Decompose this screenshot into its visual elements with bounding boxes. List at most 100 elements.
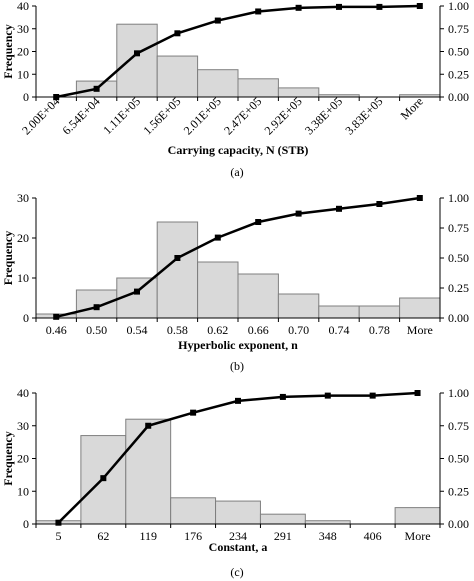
panel-a-cumulative-point xyxy=(416,3,423,9)
panel-c-x-tick-label: 348 xyxy=(319,529,337,543)
panel-b-cumulative-point xyxy=(376,201,383,207)
panel-a-cumulative-point xyxy=(174,30,181,37)
panel-b-y2-tick-label: 0.00 xyxy=(448,311,469,325)
panel-c-cumulative-point xyxy=(235,397,241,404)
panel-b-bar xyxy=(75,289,118,319)
panel-a-x-tick-label: 1.11E+05 xyxy=(100,94,143,137)
panel-b-cumulative-point xyxy=(336,205,342,212)
panel-b-x-axis-label: Hyperbolic exponent, n xyxy=(178,338,298,352)
panel-c-x-tick-label: 62 xyxy=(97,529,109,543)
panel-c-y-tick-label: 10 xyxy=(17,484,29,498)
panel-a-cumulative-point xyxy=(214,17,221,24)
panel-c-y-tick-label: 40 xyxy=(17,386,29,400)
panel-a-x-tick-label: 6.54E+04 xyxy=(60,94,103,137)
panel-c-y2-tick-label: 0.75 xyxy=(448,419,469,433)
panel-b-y-tick-label: 20 xyxy=(17,231,29,245)
panel-a-y-axis-label: Frequency xyxy=(1,24,15,78)
panel-c-y2-tick-label: 0.00 xyxy=(448,517,469,531)
panel-b-cumulative-point xyxy=(93,304,100,311)
panel-b-x-tick-label: 0.50 xyxy=(86,323,107,337)
panel-a-y-tick-label: 10 xyxy=(17,67,29,81)
panel-c-cumulative-point xyxy=(414,390,421,396)
panel-a-y2-tick-label: 0.00 xyxy=(448,90,469,104)
panel-a-x-tick-label: More xyxy=(398,94,426,122)
panel-b-y2-tick-label: 0.75 xyxy=(448,221,469,235)
panel-a-cumulative-point xyxy=(53,94,60,100)
panel-a-cumulative-point xyxy=(93,85,100,92)
panel-a-caption: (a) xyxy=(230,165,243,179)
panel-b-bar xyxy=(399,297,441,319)
panel-c-cumulative-point xyxy=(100,475,107,482)
panel-a-y2-tick-label: 0.25 xyxy=(448,67,469,81)
panel-a-x-tick-label: 1.56E+05 xyxy=(140,94,183,137)
panel-b-bar xyxy=(197,261,239,319)
panel-c-bar xyxy=(259,513,306,525)
panel-b-bar xyxy=(318,305,360,319)
panel-c-x-tick-label: More xyxy=(405,529,431,543)
panel-b-y-tick-label: 10 xyxy=(17,271,29,285)
panel-b-x-tick-label: 0.78 xyxy=(369,323,390,337)
panel-b-bar xyxy=(277,293,320,319)
panel-a-bar xyxy=(116,23,158,98)
panel-c-bar xyxy=(125,418,172,525)
panel-a-y-tick-label: 20 xyxy=(17,45,29,59)
panel-a-y-tick-label: 40 xyxy=(17,0,29,13)
panel-c-y-tick-label: 20 xyxy=(17,452,29,466)
panel-b-cumulative-point xyxy=(134,288,140,295)
panel-a-bar xyxy=(237,78,279,98)
panel-b-x-tick-label: 0.62 xyxy=(207,323,228,337)
panel-c-bar xyxy=(215,500,261,525)
panel-c-x-tick-label: 234 xyxy=(229,529,247,543)
panel-a-x-tick-label: 3.38E+05 xyxy=(302,94,345,137)
panel-a-cumulative-point xyxy=(295,4,302,11)
panel-b-cumulative-point xyxy=(255,219,262,225)
panel-c-x-axis-label: Constant, a xyxy=(209,540,268,554)
panel-b-bar xyxy=(237,273,279,319)
panel-b-y2-tick-label: 0.50 xyxy=(448,251,469,265)
panel-a-y2-tick-label: 0.75 xyxy=(448,22,469,36)
panel-c-y-axis-label: Frequency xyxy=(1,431,15,485)
panel-c-y-tick-label: 0 xyxy=(23,517,29,531)
panel-b-cumulative-point xyxy=(214,234,221,241)
panel-c-cumulative-point xyxy=(55,519,62,526)
panel-c-bar xyxy=(170,497,217,525)
panel-a-cumulative-point xyxy=(134,50,140,57)
panel-c-x-tick-label: 406 xyxy=(364,529,382,543)
panel-a-bar xyxy=(156,55,199,98)
panel-c-x-tick-label: 176 xyxy=(184,529,202,543)
panel-c-x-tick-label: 5 xyxy=(55,529,61,543)
panel-b-x-tick-label: More xyxy=(407,323,433,337)
panel-b-cumulative-point xyxy=(174,255,181,261)
panel-a-y-tick-label: 30 xyxy=(17,22,29,36)
panel-a-cumulative-point xyxy=(336,3,342,10)
panel-c-x-tick-label: 291 xyxy=(274,529,292,543)
panel-c-cumulative-point xyxy=(145,422,152,429)
panel-c-caption: (c) xyxy=(230,565,243,579)
panel-b-cumulative-point xyxy=(416,195,423,201)
panel-a-y2-tick-label: 1.00 xyxy=(448,0,469,13)
panel-b-cumulative-line xyxy=(55,196,420,319)
panel-c-y-tick-label: 30 xyxy=(17,419,29,433)
panel-b-x-tick-label: 0.54 xyxy=(127,323,148,337)
panel-b-x-tick-label: 0.66 xyxy=(248,323,269,337)
panel-b-y-tick-label: 0 xyxy=(23,311,29,325)
panel-b-x-tick-label: 0.70 xyxy=(288,323,309,337)
panel-b-x-tick-label: 0.58 xyxy=(167,323,188,337)
panel-a-x-tick-label: 2.47E+05 xyxy=(221,94,264,137)
panel-a-y-tick-label: 0 xyxy=(23,90,29,104)
panel-c-y2-tick-label: 0.50 xyxy=(448,452,469,466)
panel-c-y2-tick-label: 0.25 xyxy=(448,484,469,498)
panel-b-cumulative-point xyxy=(53,313,60,320)
panel-b-y-tick-label: 30 xyxy=(17,191,29,205)
panel-c-y2-tick-label: 1.00 xyxy=(448,386,469,400)
panel-a-x-axis-label: Carrying capacity, N (STB) xyxy=(168,143,309,157)
panel-a-bar xyxy=(197,69,239,98)
panel-c-x-tick-label: 119 xyxy=(139,529,157,543)
panel-b-x-tick-label: 0.74 xyxy=(329,323,350,337)
panel-b-caption: (b) xyxy=(230,359,244,373)
panel-a-x-tick-label: 3.83E+05 xyxy=(342,94,385,137)
panel-b-y-axis-label: Frequency xyxy=(1,231,15,285)
panel-b-cumulative-point xyxy=(295,210,302,217)
panel-c-bar xyxy=(394,507,441,525)
